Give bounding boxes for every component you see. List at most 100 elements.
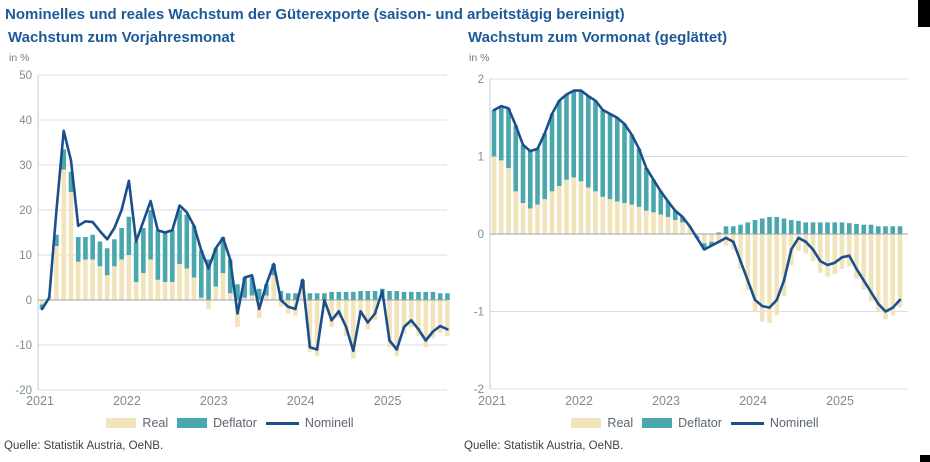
- bar-deflator: [672, 210, 678, 221]
- bar-real: [126, 255, 132, 300]
- bar-real: [162, 282, 168, 300]
- bar-real: [868, 234, 874, 302]
- bar-deflator: [883, 226, 888, 234]
- bar-real: [527, 208, 533, 234]
- nominal-line-swatch: [265, 421, 299, 425]
- y-tick-label: -1: [474, 307, 484, 319]
- legend-item-deflator: Deflator: [642, 416, 722, 430]
- x-tick-label: 2024: [739, 394, 767, 408]
- bar-real: [716, 234, 722, 244]
- bar-real: [723, 234, 729, 246]
- source-note-right: Quelle: Statistik Austria, OeNB.: [464, 440, 624, 452]
- bar-deflator: [198, 250, 204, 298]
- y-tick-label: 30: [19, 160, 32, 172]
- bar-real: [343, 300, 349, 336]
- bar-deflator: [184, 214, 190, 269]
- bar-deflator: [437, 293, 443, 300]
- bar-deflator: [564, 94, 569, 180]
- bar-real: [585, 187, 591, 234]
- bar-real: [170, 282, 175, 300]
- bar-real: [854, 234, 859, 279]
- unit-label-yoy: in %: [9, 52, 30, 64]
- bar-deflator: [264, 284, 269, 296]
- bar-real: [141, 273, 146, 300]
- y-tick-label: 40: [19, 115, 32, 127]
- bar-real: [796, 234, 801, 252]
- bar-deflator: [622, 123, 627, 203]
- bar-deflator: [249, 277, 255, 296]
- y-tick-label: -20: [15, 385, 32, 397]
- bar-real: [694, 234, 700, 237]
- bar-real: [90, 259, 95, 300]
- bar-real: [300, 286, 305, 300]
- bar-real: [861, 234, 867, 290]
- bar-real: [198, 297, 204, 300]
- legend-label-nominal: Nominell: [304, 416, 354, 430]
- bar-real: [416, 300, 421, 336]
- bar-real: [600, 196, 606, 234]
- legend-label-deflator: Deflator: [678, 416, 722, 430]
- bar-deflator: [810, 222, 816, 234]
- nominal-line-swatch: [730, 421, 764, 425]
- bar-deflator: [336, 291, 342, 300]
- bar-real: [307, 300, 313, 352]
- bar-real: [832, 234, 838, 275]
- bar-deflator: [723, 226, 729, 234]
- bar-real: [133, 282, 139, 300]
- real-swatch: [106, 418, 137, 428]
- bar-deflator: [170, 230, 175, 282]
- bar-deflator: [329, 291, 334, 300]
- bar-real: [336, 300, 342, 318]
- crop-mark-top-right: [918, 0, 930, 27]
- bar-deflator: [155, 230, 161, 280]
- bar-deflator: [854, 223, 859, 234]
- legend-item-nominal: Nominell: [730, 416, 819, 430]
- bar-deflator: [839, 222, 845, 234]
- bar-deflator: [235, 284, 240, 300]
- bar-deflator: [416, 291, 421, 300]
- y-tick-label: 1: [478, 152, 484, 164]
- bar-real: [104, 275, 110, 300]
- bar-deflator: [759, 218, 765, 234]
- bar-deflator: [54, 234, 59, 246]
- bar-real: [680, 222, 685, 234]
- bar-real: [520, 203, 526, 234]
- bar-deflator: [90, 234, 95, 260]
- bar-deflator: [220, 237, 226, 273]
- bar-real: [513, 191, 519, 234]
- legend-item-real: Real: [106, 416, 168, 430]
- bar-deflator: [709, 241, 714, 246]
- legend-item-real: Real: [571, 416, 633, 430]
- legend-label-real: Real: [607, 416, 634, 430]
- bar-real: [206, 300, 211, 309]
- bar-real: [329, 300, 334, 327]
- bar-real: [54, 246, 59, 300]
- bar-real: [83, 259, 88, 300]
- bar-real: [220, 273, 226, 300]
- bar-real: [803, 234, 809, 254]
- bar-real: [578, 181, 584, 234]
- bar-deflator: [206, 259, 211, 300]
- bar-deflator: [730, 226, 736, 234]
- bar-deflator: [803, 222, 809, 234]
- bar-real: [314, 300, 320, 357]
- bar-deflator: [680, 216, 685, 223]
- bar-real: [430, 300, 436, 339]
- bar-real: [535, 204, 540, 234]
- x-tick-label: 2021: [478, 394, 506, 408]
- bar-real: [506, 168, 511, 234]
- y-tick-label: 0: [478, 229, 484, 241]
- bar-real: [651, 212, 656, 234]
- bar-deflator: [593, 100, 598, 192]
- bar-real: [767, 234, 772, 324]
- bar-real: [839, 234, 845, 269]
- x-tick-label: 2023: [652, 394, 680, 408]
- bar-real: [491, 156, 497, 234]
- bar-deflator: [535, 148, 540, 205]
- bar-deflator: [513, 125, 519, 192]
- bar-deflator: [343, 291, 349, 300]
- bar-real: [593, 191, 598, 234]
- x-tick-label: 2022: [565, 394, 593, 408]
- bar-deflator: [629, 134, 635, 205]
- bar-real: [365, 300, 371, 330]
